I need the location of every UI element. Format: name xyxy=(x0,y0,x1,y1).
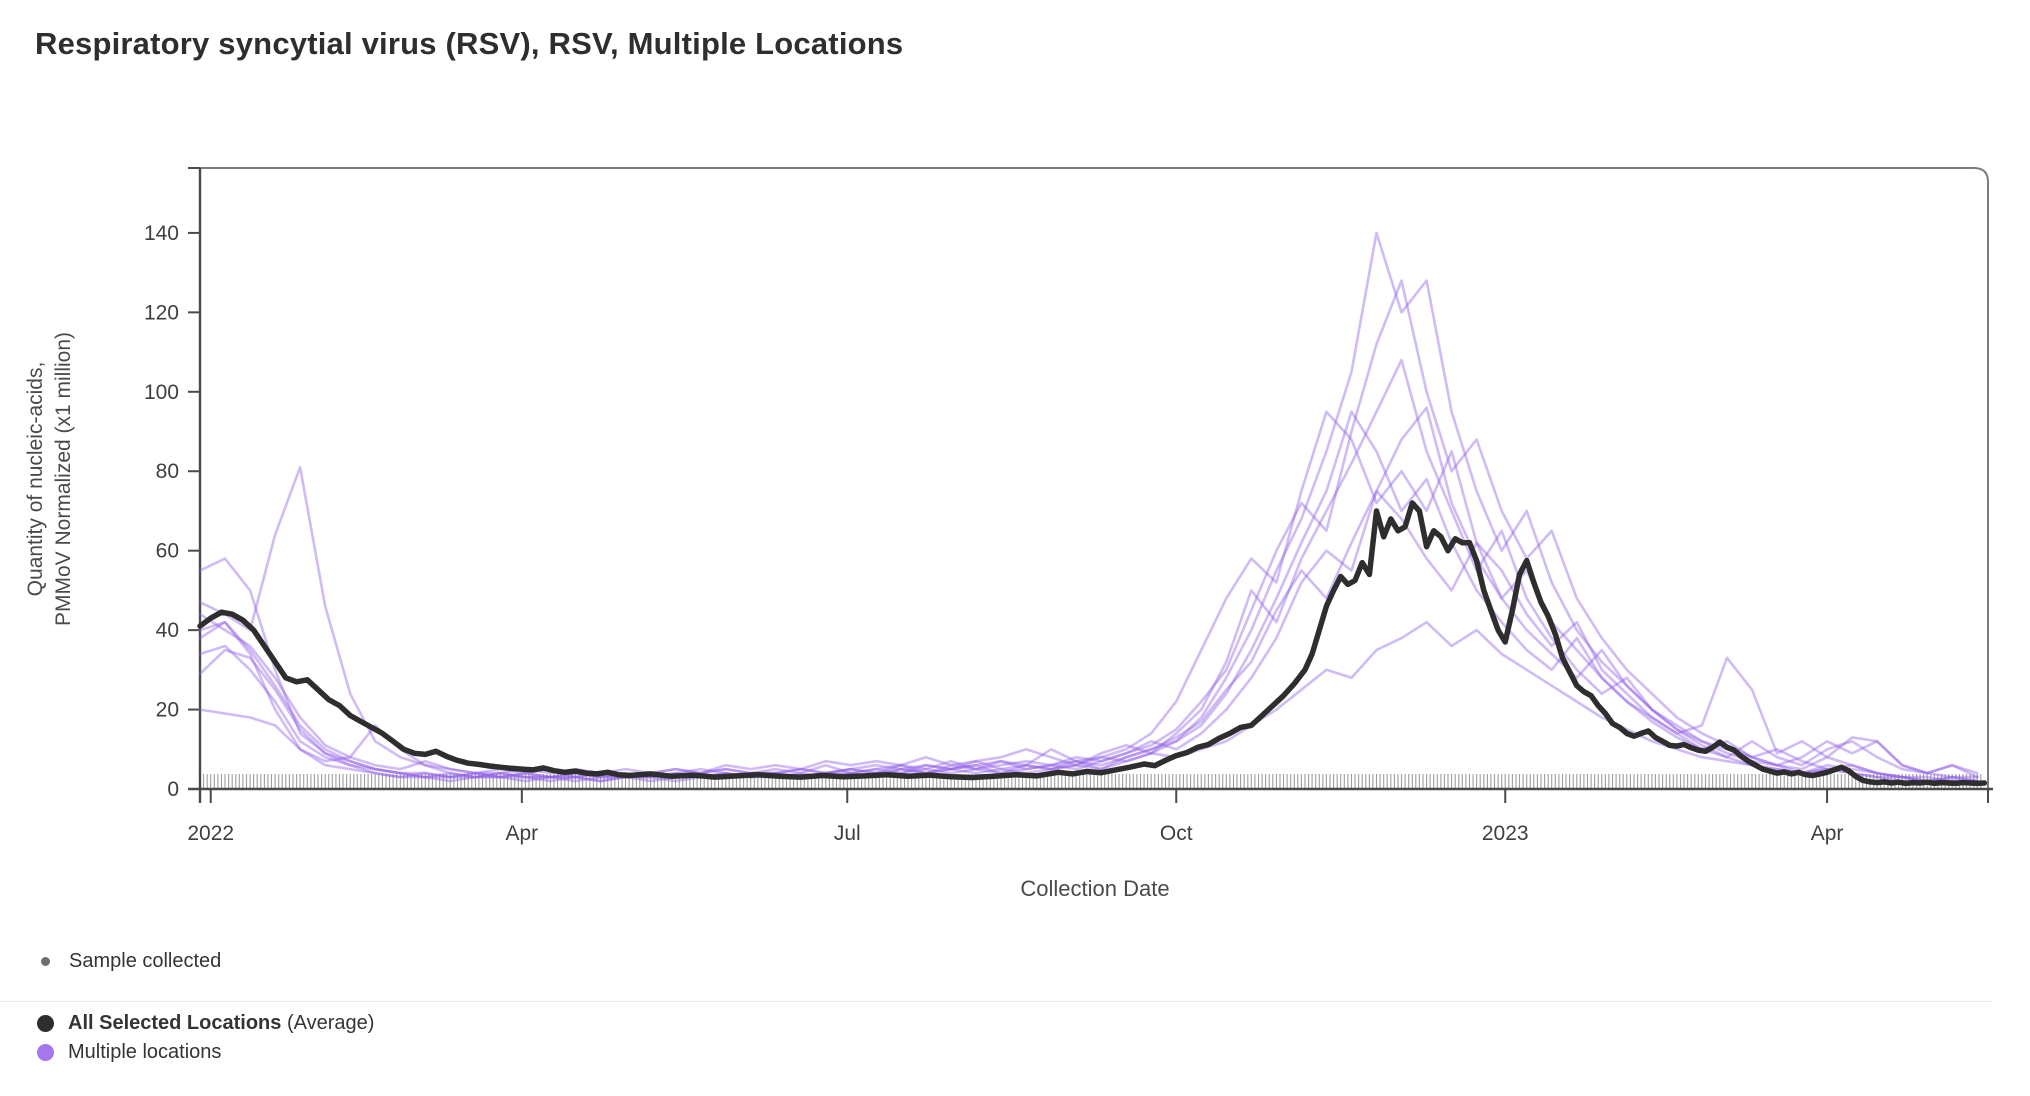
multiple-locations-dot-icon xyxy=(37,1044,54,1061)
x-tick-label: Oct xyxy=(1160,822,1193,845)
x-tick-label: Apr xyxy=(505,822,538,845)
location-series-group xyxy=(198,231,1979,783)
location-line xyxy=(198,406,1979,783)
location-line xyxy=(198,410,1979,783)
y-tick-label: 0 xyxy=(167,778,179,801)
legend-average-label: All Selected Locations xyxy=(68,1012,282,1034)
x-tick-label: 2023 xyxy=(1482,822,1529,845)
y-axis-label: Quantity of nucleic-acids, PMMoV Normali… xyxy=(22,274,78,684)
legend-average-suffix: (Average) xyxy=(281,1012,375,1034)
x-axis-label: Collection Date xyxy=(1020,876,1170,901)
location-line xyxy=(198,620,1979,783)
location-line xyxy=(198,489,1979,779)
location-line xyxy=(198,358,1979,783)
legend-multiple-locations: Multiple locations xyxy=(36,1041,221,1064)
legend-sample-label: Sample collected xyxy=(69,950,222,972)
average-dot-icon xyxy=(37,1015,54,1032)
y-tick-label: 120 xyxy=(144,301,179,324)
sample-collected-rug xyxy=(199,774,1982,788)
legend-average: All Selected Locations (Average) xyxy=(36,1012,374,1035)
y-tick-label: 40 xyxy=(156,619,179,642)
sample-collected-dot-icon xyxy=(41,957,50,966)
legend-divider xyxy=(0,1001,1993,1002)
average-line xyxy=(197,500,1988,787)
y-tick-label: 60 xyxy=(156,540,179,563)
y-axis-label-line1: Quantity of nucleic-acids, xyxy=(24,361,47,597)
x-tick-label: 2022 xyxy=(187,822,234,845)
location-line xyxy=(198,231,1979,783)
y-tick-label: 140 xyxy=(144,222,179,245)
x-tick-label: Jul xyxy=(834,822,861,845)
location-line xyxy=(198,279,1979,783)
y-tick-label: 20 xyxy=(156,699,179,722)
y-tick-label: 100 xyxy=(144,381,179,404)
plot-border xyxy=(200,167,1989,789)
location-line xyxy=(198,410,1979,783)
page-title: Respiratory syncytial virus (RSV), RSV, … xyxy=(35,26,904,61)
legend-sample-collected: Sample collected xyxy=(36,950,221,973)
x-tick-label: Apr xyxy=(1811,822,1844,845)
y-tick-label: 80 xyxy=(156,460,179,483)
legend-locations-label: Multiple locations xyxy=(68,1041,222,1063)
y-axis-label-line2: PMMoV Normalized (x1 million) xyxy=(52,331,75,627)
